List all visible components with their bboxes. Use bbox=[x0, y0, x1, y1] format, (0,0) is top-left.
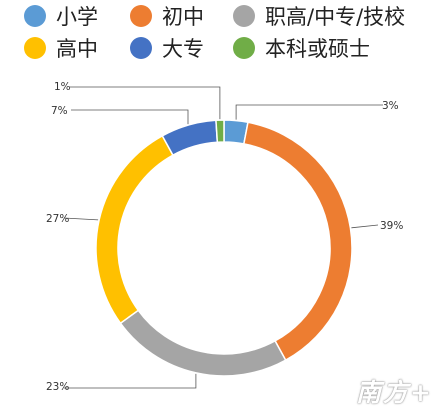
value-label-college: 7% bbox=[51, 105, 68, 117]
legend-swatch bbox=[130, 5, 152, 27]
legend-label: 本科或硕士 bbox=[265, 37, 370, 61]
value-label-primary: 3% bbox=[382, 100, 399, 112]
legend-swatch bbox=[233, 5, 255, 27]
legend-label: 初中 bbox=[162, 5, 204, 29]
legend-item-college: 大专 bbox=[130, 33, 204, 63]
donut-slice-college bbox=[161, 119, 219, 157]
leader-line-primary bbox=[235, 104, 383, 120]
legend-label: 职高/中专/技校 bbox=[265, 5, 406, 29]
legend-item-junior-high: 初中 bbox=[130, 1, 204, 31]
watermark-logo: 南方+ bbox=[356, 378, 433, 407]
value-label-bachelor-master: 1% bbox=[54, 81, 71, 93]
leader-line-vocational bbox=[64, 373, 197, 389]
legend-label: 小学 bbox=[56, 5, 98, 29]
legend-label: 高中 bbox=[56, 37, 98, 61]
donut-slices bbox=[95, 119, 353, 377]
leader-line-senior-high bbox=[63, 217, 99, 221]
donut-slice-bachelor-master bbox=[215, 119, 225, 144]
donut-slice-senior-high bbox=[95, 134, 174, 325]
legend-item-primary: 小学 bbox=[24, 1, 98, 31]
value-label-junior-high: 39% bbox=[380, 220, 403, 232]
leader-lines bbox=[63, 86, 383, 389]
legend-item-bachelor-master: 本科或硕士 bbox=[233, 33, 370, 63]
legend-item-vocational: 职高/中专/技校 bbox=[233, 1, 405, 31]
value-labels: 3% 39% 23% 27% 7% 1% bbox=[46, 81, 403, 393]
chart-legend: 小学 初中 职高/中专/技校 高中 大专 本科或硕士 bbox=[0, 0, 443, 70]
legend-swatch bbox=[24, 5, 46, 27]
leader-line-bachelor-master bbox=[70, 86, 221, 120]
legend-swatch bbox=[130, 37, 152, 59]
leader-line-junior-high bbox=[351, 224, 379, 229]
leader-line-college bbox=[71, 109, 189, 125]
value-label-vocational: 23% bbox=[46, 381, 69, 393]
legend-label: 大专 bbox=[162, 37, 204, 61]
legend-swatch bbox=[24, 37, 46, 59]
legend-swatch bbox=[233, 37, 255, 59]
value-label-senior-high: 27% bbox=[46, 213, 69, 225]
donut-slice-vocational bbox=[119, 309, 287, 377]
legend-item-senior-high: 高中 bbox=[24, 33, 98, 63]
donut-slice-junior-high bbox=[242, 121, 353, 362]
